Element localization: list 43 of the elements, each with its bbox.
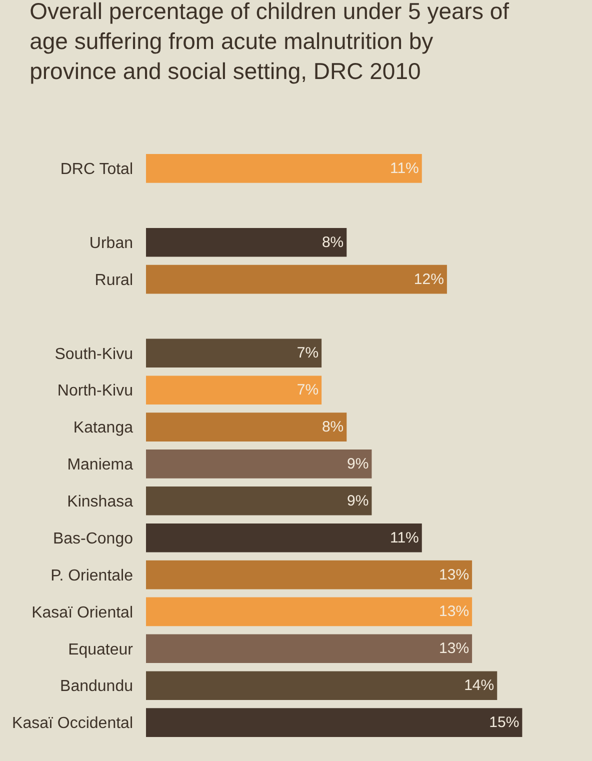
y-tick-label: Kasaï Oriental [32,604,133,622]
y-tick-label: DRC Total [60,161,133,178]
data-label: 13% [439,640,470,658]
data-label: 9% [347,492,369,510]
data-label: 13% [439,603,470,620]
bar [146,708,522,737]
data-label: 12% [414,270,444,288]
y-tick-label: Bandundu [60,678,133,696]
data-label: 8% [322,418,344,436]
y-tick-label: Kinshasa [67,494,134,511]
data-label: 14% [464,677,494,694]
data-label: 8% [322,234,344,251]
bar [146,560,472,590]
bar [146,412,347,442]
y-tick-label: Maniema [67,456,134,474]
bar [146,154,422,183]
data-label: 9% [347,455,369,472]
bar [146,486,372,516]
y-tick-label: Rural [94,272,133,289]
y-tick-label: Bas-Congo [52,530,134,548]
y-tick-label: South-Kivu [54,346,133,363]
data-label: 11% [390,529,419,546]
data-label: 7% [296,344,319,362]
y-tick-label: Katanga [73,420,134,437]
y-tick-label: North-Kivu [57,382,133,400]
data-label: 15% [489,714,520,732]
bar [146,671,498,700]
data-label: 11% [390,160,419,177]
bar [146,228,347,257]
data-label: 13% [439,566,470,584]
chart-title: Overall percentage of children under 5 years of age suffering from acute malnutrition by province and social setting, DRC 2010 [30,0,510,84]
y-tick-label: Equateur [68,641,134,658]
data-label: 7% [296,382,319,399]
y-tick-label: P. Orientale [50,567,134,584]
bar [146,338,322,368]
bar [146,376,322,404]
bar [146,634,472,664]
bar [146,264,447,294]
bar [146,523,422,552]
y-tick-label: Kasaï Occidental [12,715,133,732]
y-tick-label: Urban [89,234,133,252]
bar [146,450,372,478]
bar [146,597,472,626]
